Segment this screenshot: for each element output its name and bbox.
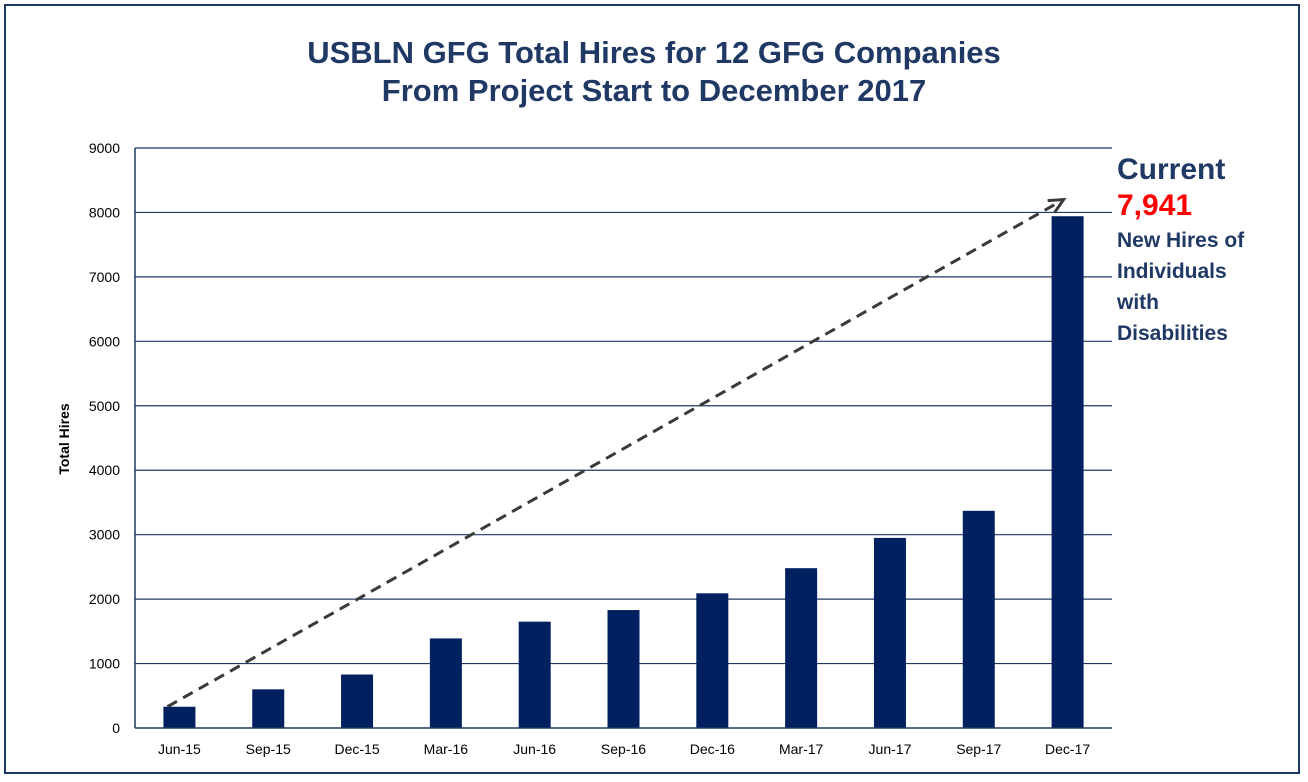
bar-Dec-17: [1051, 216, 1084, 728]
bar-Jun-16: [518, 621, 551, 728]
bar-Sep-16: [607, 610, 640, 728]
y-axis-label: Total Hires: [56, 403, 72, 475]
y-tick-label: 7000: [89, 269, 120, 285]
x-tick-label: Sep-17: [956, 741, 1001, 757]
y-tick-label: 5000: [89, 398, 120, 414]
y-tick-label: 8000: [89, 204, 120, 220]
y-tick-label: 9000: [89, 140, 120, 156]
trend-arrow: [166, 197, 1067, 709]
annotation-line: with: [1117, 291, 1159, 314]
y-tick-label: 1000: [89, 656, 120, 672]
bar-Dec-16: [696, 593, 729, 728]
y-tick-label: 3000: [89, 527, 120, 543]
axes: [134, 148, 1112, 729]
x-tick-labels: Jun-15 Sep-15 Dec-15 Mar-16 Jun-16 Sep-16 Dec-…: [158, 741, 1090, 757]
y-tick-label: 0: [112, 720, 120, 736]
x-tick-label: Jun-17: [869, 741, 912, 757]
current-annotation: Current 7,941 New Hires of Individuals w…: [1117, 151, 1244, 349]
y-tick-label: 4000: [89, 462, 120, 478]
x-tick-label: Mar-17: [779, 741, 824, 757]
y-tick-label: 6000: [89, 333, 120, 349]
bars: [163, 216, 1084, 728]
x-tick-label: Jun-15: [158, 741, 201, 757]
x-tick-label: Jun-16: [513, 741, 556, 757]
grid-lines: [135, 147, 1112, 665]
y-tick-labels: 0 1000 2000 3000 4000 5000 6000 7000 8000 9000: [89, 140, 120, 736]
bar-Mar-17: [785, 568, 818, 728]
bar-Jun-15: [163, 706, 196, 728]
bar-Sep-15: [252, 689, 285, 728]
chart-title: USBLN GFG Total Hires for 12 GFG Compani…: [0, 34, 1308, 110]
chart-frame: [4, 4, 1300, 774]
chart-title-line-1: USBLN GFG Total Hires for 12 GFG Compani…: [307, 35, 1001, 70]
x-tick-label: Sep-15: [246, 741, 291, 757]
x-tick-label: Mar-16: [424, 741, 469, 757]
trend-arrowhead: [1047, 197, 1067, 214]
annotation-heading: Current: [1117, 153, 1226, 186]
x-tick-label: Dec-16: [690, 741, 735, 757]
bar-Sep-17: [962, 510, 995, 728]
bar-Mar-16: [429, 638, 462, 728]
annotation-value: 7,941: [1117, 189, 1193, 222]
bar-Dec-15: [341, 674, 374, 728]
x-tick-label: Sep-16: [601, 741, 646, 757]
chart-title-line-2: From Project Start to December 2017: [381, 73, 927, 108]
annotation-line: Individuals: [1117, 260, 1227, 283]
x-tick-label: Dec-17: [1045, 741, 1090, 757]
x-tick-label: Dec-15: [334, 741, 379, 757]
y-tick-label: 2000: [89, 591, 120, 607]
annotation-description: New Hires of Individuals with Disabiliti…: [1117, 225, 1244, 349]
annotation-line: Disabilities: [1117, 322, 1228, 345]
bar-Jun-17: [873, 537, 906, 728]
trend-line: [166, 198, 1065, 709]
annotation-line: New Hires of: [1117, 229, 1245, 252]
